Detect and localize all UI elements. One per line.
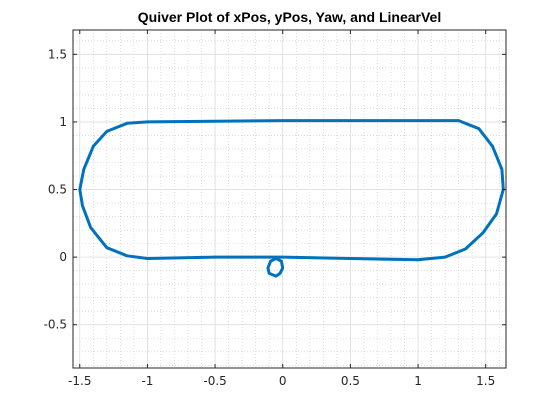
x-tick-label: 1.5	[476, 374, 495, 388]
y-tick-label: 1	[59, 115, 67, 129]
x-tick-label: 1	[414, 374, 422, 388]
y-tick-label: 1.5	[48, 47, 67, 61]
ticks: -1.5 -1 -0.5 0 0.5 1 1.5 -0.5 0 0.5 1 1.5	[44, 30, 506, 388]
x-tick-label: 0	[279, 374, 287, 388]
y-tick-label: -0.5	[44, 318, 67, 332]
y-tick-label: 0	[59, 250, 67, 264]
x-tick-label: -1	[141, 374, 153, 388]
axes-box	[72, 29, 507, 369]
x-tick-label: -1.5	[68, 374, 91, 388]
x-tick-label: -0.5	[203, 374, 226, 388]
chart-title: Quiver Plot of xPos, yPos, Yaw, and Line…	[138, 9, 441, 25]
y-tick-label: 0.5	[48, 183, 67, 197]
quiver-series-2	[266, 257, 285, 278]
quiver-series-1	[78, 119, 505, 262]
data-layer	[78, 119, 505, 278]
x-tick-label: 0.5	[341, 374, 360, 388]
